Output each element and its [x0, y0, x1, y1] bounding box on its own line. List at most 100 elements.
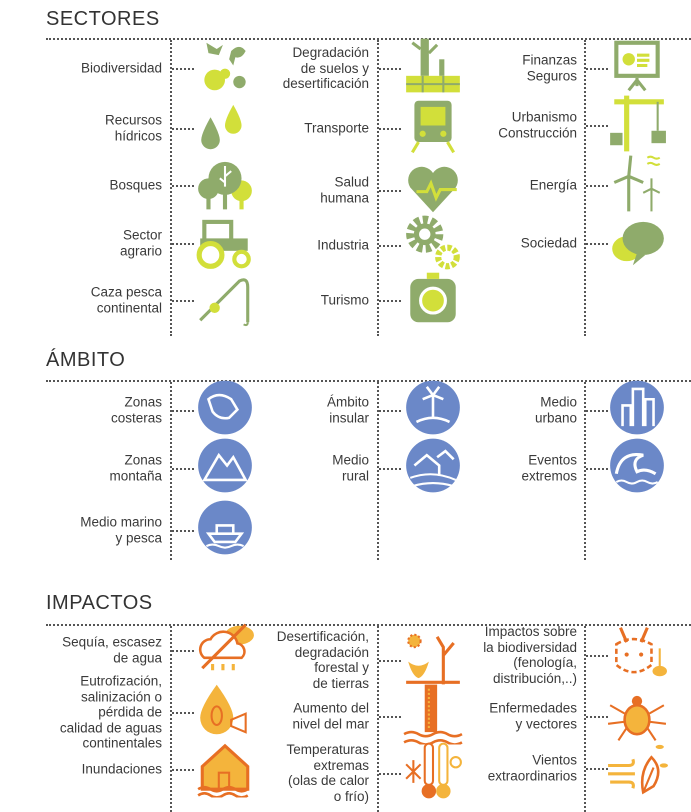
item-label: Finanzas Seguros: [522, 52, 577, 84]
item-label: Caza pesca continental: [90, 284, 162, 316]
column-divider: [584, 626, 586, 812]
trees-icon: [194, 152, 256, 219]
item-label: Eventos extremos: [521, 452, 577, 484]
connector-line: [172, 243, 194, 245]
item-label: Transporte: [304, 120, 369, 136]
item-label: Eutrofización, salinización o pérdida de…: [59, 673, 162, 751]
connector-line: [172, 300, 194, 302]
connector-line: [586, 716, 608, 718]
connector-line: [172, 128, 194, 130]
item-label: Salud humana: [320, 174, 369, 206]
item-label: Aumento del nivel del mar: [292, 700, 369, 732]
camera-icon: [402, 267, 464, 334]
item-label: Medio urbano: [534, 394, 577, 426]
connector-line: [172, 410, 194, 412]
connector-line: [586, 410, 608, 412]
rural-house-icon: [402, 435, 464, 502]
connector-line: [172, 650, 194, 652]
item-label: Impactos sobre la biodiversidad (fenolog…: [483, 624, 577, 686]
tractor-icon: [194, 210, 256, 277]
connector-line: [172, 185, 194, 187]
connector-line: [172, 530, 194, 532]
item-label: Medio marino y pesca: [80, 514, 162, 546]
wind-tree-icon: [606, 735, 668, 802]
wave-icon: [606, 435, 668, 502]
column-divider: [584, 382, 586, 560]
column-divider: [170, 40, 172, 336]
heart-pulse-icon: [402, 157, 464, 224]
speech-bubbles-icon: [606, 210, 668, 277]
item-label: Vientos extraordinarios: [487, 752, 577, 784]
item-label: Industria: [317, 237, 369, 253]
dead-tree-soil-icon: [402, 35, 464, 102]
item-label: Urbanismo Construcción: [498, 109, 577, 141]
coast-icon: [194, 377, 256, 444]
column-divider: [584, 40, 586, 336]
no-rain-cloud-icon: [194, 617, 256, 684]
item-label: Turismo: [320, 292, 369, 308]
connector-line: [172, 769, 194, 771]
connector-line: [379, 190, 401, 192]
connector-line: [379, 410, 401, 412]
connector-line: [379, 468, 401, 470]
presentation-board-icon: [606, 35, 668, 102]
connector-line: [586, 125, 608, 127]
polluted-drop-icon: [194, 679, 256, 746]
connector-line: [379, 128, 401, 130]
item-label: Inundaciones: [81, 761, 162, 777]
lynx-icon: [606, 622, 668, 689]
mountain-icon: [194, 435, 256, 502]
connector-line: [379, 300, 401, 302]
item-label: Biodiversidad: [80, 60, 162, 76]
connector-line: [586, 468, 608, 470]
item-label: Bosques: [109, 177, 162, 193]
item-label: Ámbito insular: [326, 394, 369, 426]
column-divider: [377, 382, 379, 560]
connector-line: [379, 660, 401, 662]
item-label: Enfermedades y vectores: [489, 700, 577, 732]
connector-line: [172, 712, 194, 714]
connector-line: [379, 245, 401, 247]
item-label: Temperaturas extremas (olas de calor o f…: [286, 742, 369, 804]
item-label: Zonas montaña: [109, 452, 162, 484]
item-label: Desertificación, degradación forestal y …: [276, 629, 369, 691]
connector-line: [586, 243, 608, 245]
item-label: Sector agrario: [119, 227, 162, 259]
item-label: Zonas costeras: [110, 394, 162, 426]
tick-icon: [606, 683, 668, 750]
connector-line: [379, 716, 401, 718]
item-label: Recursos hídricos: [104, 112, 162, 144]
desert-skull-icon: [402, 627, 464, 694]
flooded-house-icon: [194, 736, 256, 803]
section-divider: [46, 624, 691, 626]
section-title-0: SECTORES: [46, 8, 160, 30]
island-icon: [402, 377, 464, 444]
item-label: Degradación de suelos y desertificación: [282, 44, 369, 91]
column-divider: [170, 626, 172, 812]
column-divider: [377, 626, 379, 812]
section-divider: [46, 380, 691, 382]
section-title-2: IMPACTOS: [46, 592, 153, 614]
wind-turbines-icon: [606, 152, 668, 219]
crane-icon: [606, 92, 668, 159]
connector-line: [586, 655, 608, 657]
connector-line: [172, 68, 194, 70]
item-label: Sequía, escasez de agua: [62, 634, 162, 666]
column-divider: [377, 40, 379, 336]
animals-icon: [194, 35, 256, 102]
sea-level-gauge-icon: [402, 683, 464, 750]
connector-line: [379, 68, 401, 70]
connector-line: [586, 768, 608, 770]
connector-line: [172, 468, 194, 470]
item-label: Energía: [529, 177, 577, 193]
train-icon: [402, 95, 464, 162]
connector-line: [379, 773, 401, 775]
ship-icon: [194, 497, 256, 564]
thermometers-icon: [402, 740, 464, 807]
section-divider: [46, 38, 691, 40]
section-title-1: ÁMBITO: [46, 349, 126, 371]
connector-line: [586, 68, 608, 70]
item-label: Medio rural: [332, 452, 369, 484]
gears-icon: [402, 212, 464, 279]
